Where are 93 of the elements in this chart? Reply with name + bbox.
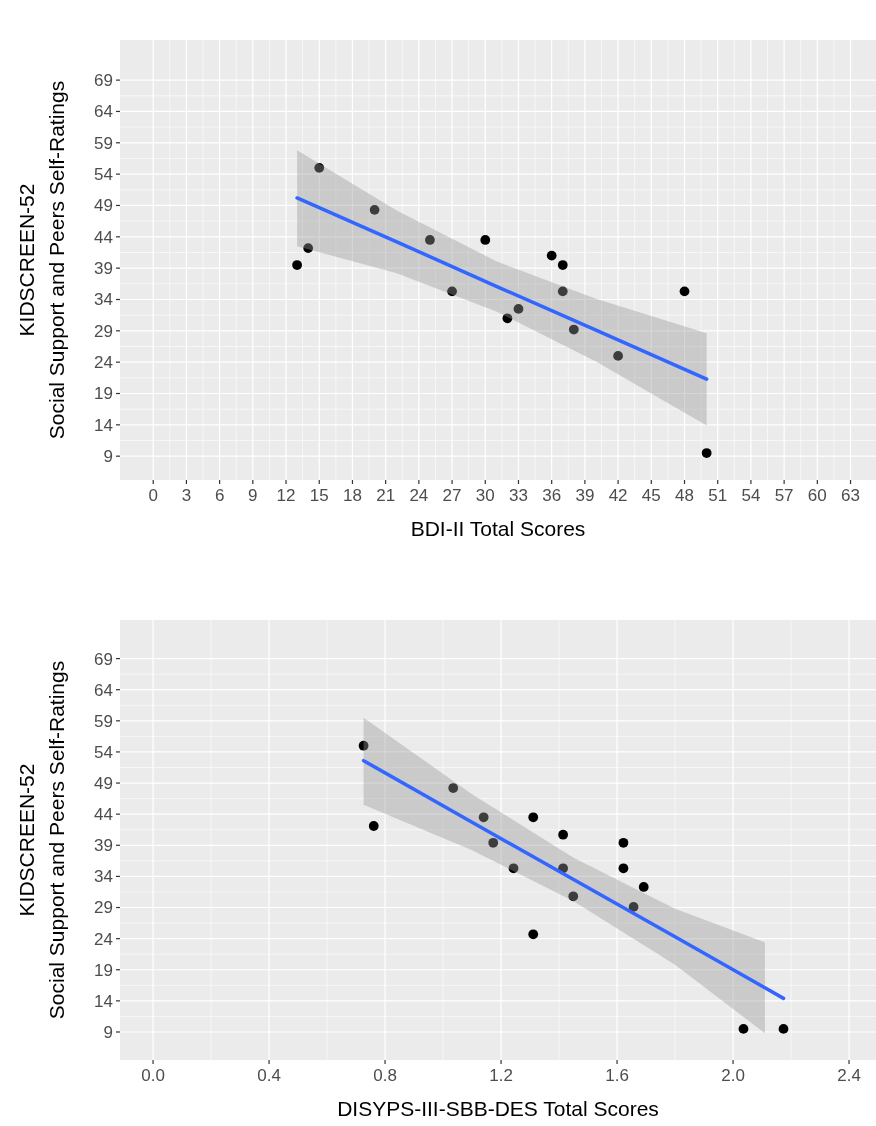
- x-tick-label: 15: [309, 486, 329, 505]
- point: [502, 313, 513, 324]
- point: [480, 235, 491, 245]
- point: [528, 929, 539, 940]
- y-tick-label: 29: [94, 898, 113, 918]
- y-tick-label: 64: [94, 102, 113, 122]
- x-tick-label: 60: [807, 486, 827, 505]
- y-tick-label: 49: [94, 196, 113, 216]
- point: [628, 902, 639, 912]
- x-tick-label: 21: [376, 486, 396, 505]
- point: [368, 821, 379, 831]
- y-tick-label: 54: [94, 742, 113, 762]
- point: [358, 740, 369, 751]
- x-tick-label: 27: [442, 486, 462, 505]
- point: [618, 837, 629, 848]
- point: [425, 235, 435, 245]
- point: [679, 286, 690, 297]
- y-axis-title: KIDSCREEN-52 Social Support and Peers Self-Ratings: [15, 660, 68, 1020]
- y-tick-label: 59: [94, 711, 113, 731]
- x-tick-label: 0: [148, 486, 158, 505]
- y-tick-label: 64: [94, 680, 113, 700]
- point: [528, 812, 539, 823]
- y-tick-label: 49: [94, 774, 113, 794]
- point: [618, 863, 629, 874]
- x-tick-label: 33: [509, 486, 528, 505]
- x-tick-label: 6: [214, 486, 225, 505]
- x-tick-label: 63: [841, 486, 860, 505]
- x-tick-label: 36: [542, 486, 562, 505]
- point: [508, 863, 519, 874]
- y-tick-label: 9: [103, 447, 113, 467]
- x-tick-label: 0.8: [373, 1066, 397, 1085]
- y-tick-label: 54: [94, 165, 113, 185]
- x-tick-label: 3: [181, 486, 192, 505]
- x-tick-label: 2.4: [837, 1066, 861, 1085]
- x-tick-label: 30: [475, 486, 495, 505]
- point: [314, 162, 325, 173]
- x-tick-label: 54: [741, 486, 761, 505]
- y-tick-label: 24: [94, 929, 113, 949]
- point: [448, 783, 459, 793]
- point: [557, 260, 568, 270]
- y-tick-label: 39: [94, 836, 113, 856]
- point: [546, 250, 557, 261]
- x-tick-label: 57: [774, 486, 794, 505]
- point: [488, 837, 499, 848]
- y-tick-label: 29: [94, 321, 113, 341]
- y-tick-label: 34: [94, 867, 113, 887]
- point: [701, 448, 712, 458]
- point: [613, 351, 623, 361]
- y-tick-label: 14: [94, 415, 113, 435]
- point: [513, 304, 524, 314]
- x-tick-label: 18: [342, 486, 362, 505]
- y-tick-label: 59: [94, 133, 113, 153]
- line-series: [361, 758, 786, 1001]
- y-tick-label: 34: [94, 290, 113, 310]
- x-tick-label: 0.0: [141, 1066, 165, 1085]
- x-axis-title: DISYPS-III-SBB-DES Total Scores: [337, 1097, 659, 1120]
- point: [638, 882, 649, 892]
- x-tick-label: 1.6: [605, 1066, 629, 1085]
- y-axis-title: KIDSCREEN-52 Social Support and Peers Self-Ratings: [15, 80, 68, 440]
- point: [738, 1024, 749, 1034]
- y-tick-label: 44: [94, 805, 113, 825]
- x-tick-label: 45: [641, 486, 661, 505]
- point: [369, 204, 380, 215]
- y-tick-label: 19: [94, 960, 113, 980]
- point: [478, 812, 489, 823]
- x-tick-label: 48: [675, 486, 694, 505]
- x-axis-title: BDI-II Total Scores: [410, 517, 586, 540]
- y-tick-label: 19: [94, 384, 113, 404]
- y-tick-label: 69: [94, 71, 113, 91]
- x-tick-label: 0.4: [257, 1066, 281, 1085]
- point: [778, 1024, 789, 1034]
- line-series: [295, 196, 709, 381]
- y-tick-label: 39: [94, 259, 113, 279]
- point: [558, 829, 568, 840]
- point: [292, 260, 302, 270]
- x-tick-label: 9: [248, 486, 258, 505]
- point: [568, 891, 579, 902]
- y-tick-label: 69: [94, 649, 113, 669]
- point: [568, 324, 579, 335]
- x-tick-label: 24: [409, 486, 429, 505]
- y-tick-label: 24: [94, 353, 113, 373]
- point: [447, 286, 457, 297]
- x-tick-label: 12: [276, 486, 296, 505]
- x-tick-label: 51: [708, 486, 728, 505]
- x-tick-label: 1.2: [489, 1066, 513, 1085]
- point: [303, 243, 314, 253]
- y-tick-label: 44: [94, 227, 113, 247]
- point: [557, 286, 568, 297]
- x-tick-label: 2.0: [721, 1066, 745, 1085]
- x-tick-label: 42: [608, 486, 628, 505]
- x-tick-label: 39: [575, 486, 595, 505]
- y-tick-label: 14: [94, 991, 113, 1011]
- y-tick-label: 9: [103, 1022, 113, 1042]
